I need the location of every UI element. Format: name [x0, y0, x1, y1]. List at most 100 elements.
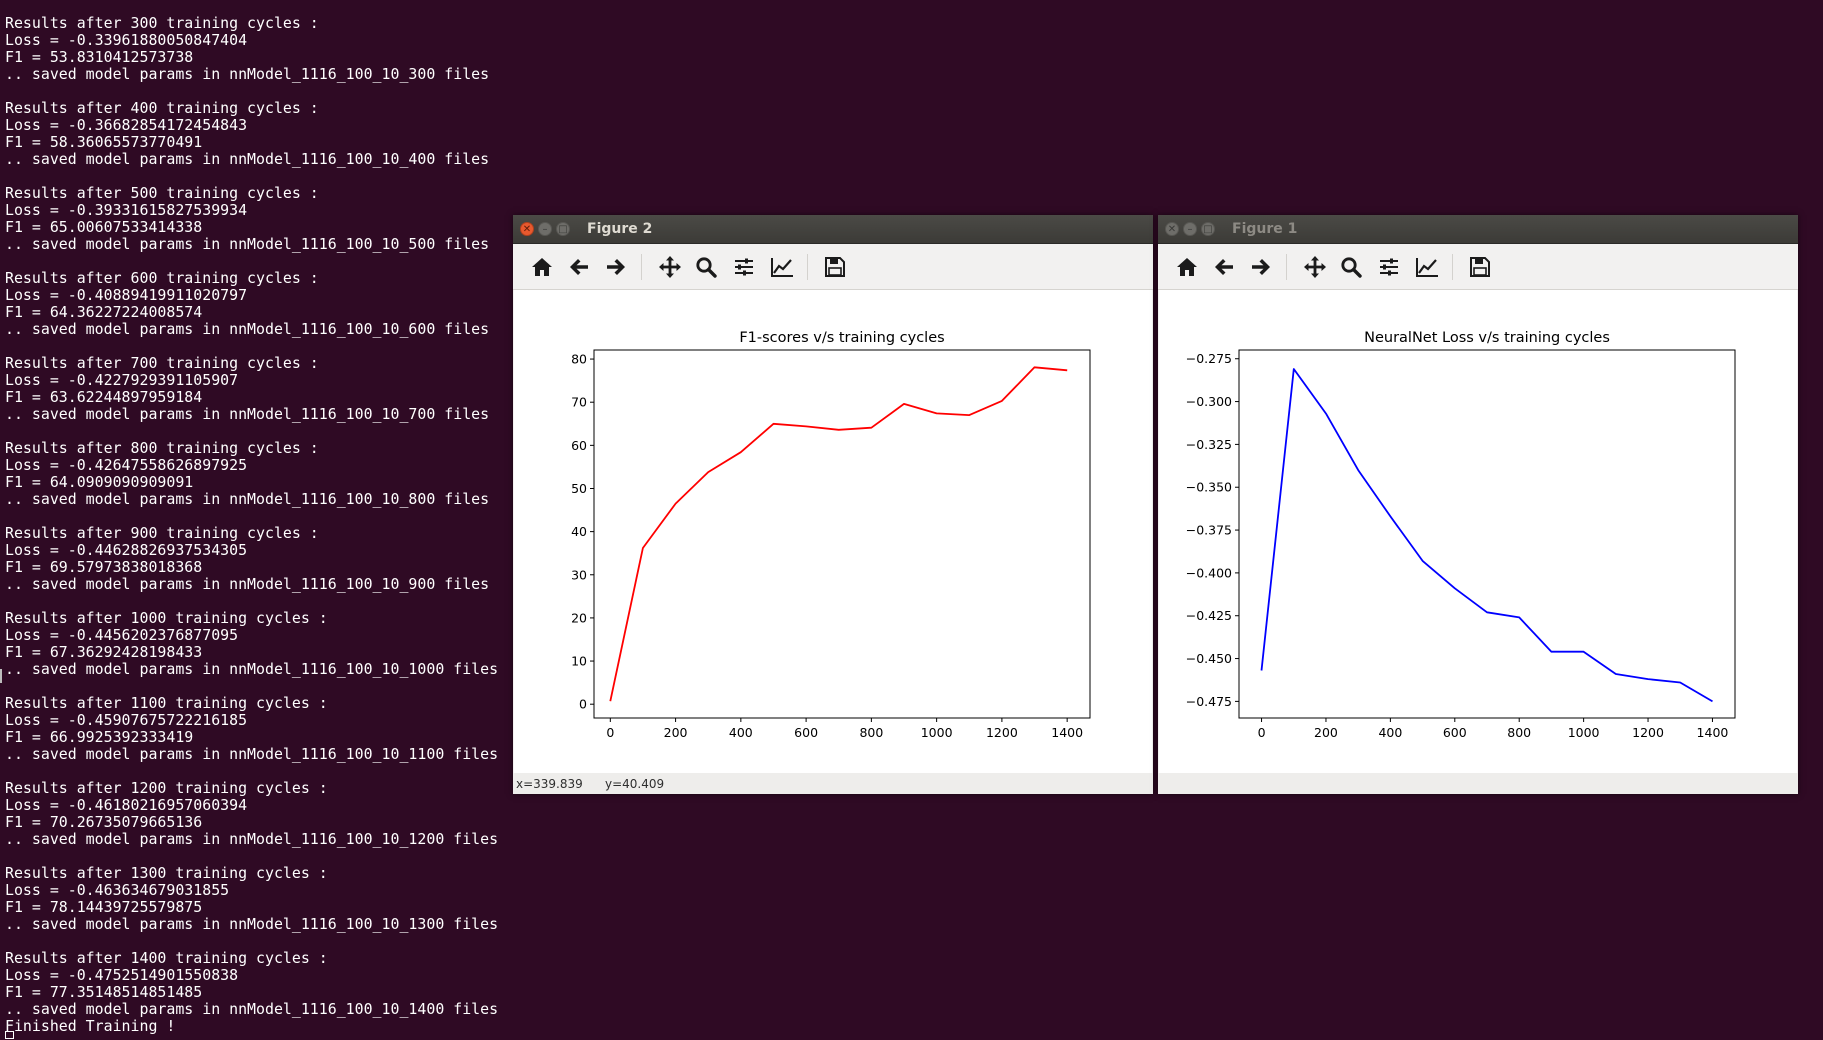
x-tick-label: 400	[1378, 725, 1402, 740]
zoom-button[interactable]	[691, 252, 721, 282]
zoom-button[interactable]	[1336, 252, 1366, 282]
figure-toolbar	[513, 244, 1153, 290]
title-bar[interactable]: ✕ – □ Figure 1	[1158, 215, 1798, 244]
y-tick-label: 60	[571, 438, 587, 453]
toolbar-separator	[1286, 254, 1287, 280]
home-button[interactable]	[527, 252, 557, 282]
x-tick-label: 200	[1314, 725, 1338, 740]
y-tick-label: 80	[571, 352, 587, 367]
edit-curves-icon	[1416, 258, 1438, 277]
customize-button[interactable]	[1412, 252, 1442, 282]
x-tick-label: 0	[606, 725, 614, 740]
x-tick-label: 1400	[1051, 725, 1083, 740]
y-tick-label: −0.425	[1186, 608, 1232, 623]
y-tick-label: −0.375	[1186, 523, 1232, 538]
x-tick-label: 600	[794, 725, 818, 740]
customize-button[interactable]	[767, 252, 797, 282]
pan-button[interactable]	[1300, 252, 1330, 282]
figure-toolbar	[1158, 244, 1798, 290]
x-tick-label: 1200	[1632, 725, 1664, 740]
forward-arrow-icon	[607, 259, 625, 275]
maximize-icon[interactable]: □	[1201, 222, 1215, 236]
series-line	[1260, 368, 1713, 703]
cursor-y-readout: y=40.409	[605, 777, 665, 791]
figure-2-window[interactable]: ✕ – □ Figure 2 F1-scores v	[513, 215, 1153, 794]
forward-button[interactable]	[601, 252, 631, 282]
figure-1-window[interactable]: ✕ – □ Figure 1 NeuralNet L	[1158, 215, 1798, 794]
x-tick-label: 400	[729, 725, 753, 740]
y-tick-label: 50	[571, 481, 587, 496]
axes-frame	[593, 349, 1091, 719]
y-tick-label: 10	[571, 654, 587, 669]
y-tick-label: −0.475	[1186, 694, 1232, 709]
y-tick-label: −0.325	[1186, 437, 1232, 452]
subplots-button[interactable]	[1374, 252, 1404, 282]
x-tick-label: 1000	[1568, 725, 1600, 740]
home-icon	[532, 258, 552, 276]
minimize-icon[interactable]: –	[538, 222, 552, 236]
x-tick-label: 800	[1507, 725, 1531, 740]
x-tick-label: 1400	[1697, 725, 1729, 740]
plot-canvas[interactable]: F1-scores v/s training cycles 0 200 400 600 8…	[514, 290, 1152, 773]
subplots-button[interactable]	[729, 252, 759, 282]
pan-move-icon	[659, 256, 681, 278]
x-tick-label: 200	[664, 725, 688, 740]
save-floppy-icon	[825, 257, 845, 277]
save-button[interactable]	[820, 252, 850, 282]
cursor-x-readout: x=339.839	[516, 777, 583, 791]
edit-curves-icon	[771, 258, 793, 277]
status-bar	[1158, 773, 1798, 794]
back-button[interactable]	[1209, 252, 1239, 282]
maximize-icon[interactable]: □	[556, 222, 570, 236]
close-icon[interactable]: ✕	[520, 222, 534, 236]
toolbar-separator	[641, 254, 642, 280]
x-tick-label: 600	[1443, 725, 1467, 740]
title-bar[interactable]: ✕ – □ Figure 2	[513, 215, 1153, 244]
zoom-magnifier-icon	[696, 257, 717, 278]
home-icon	[1177, 258, 1197, 276]
home-button[interactable]	[1172, 252, 1202, 282]
status-bar: x=339.839 y=40.409	[513, 773, 1153, 794]
terminal-output: Results after 300 training cycles : Loss…	[5, 14, 499, 1035]
y-tick-label: −0.350	[1186, 480, 1232, 495]
x-tick-label: 1200	[986, 725, 1018, 740]
subplots-sliders-icon	[735, 258, 753, 276]
y-tick-label: −0.400	[1186, 565, 1232, 580]
pan-button[interactable]	[655, 252, 685, 282]
y-tick-label: −0.450	[1186, 651, 1232, 666]
x-tick-label: 1000	[921, 725, 953, 740]
y-tick-label: 70	[571, 395, 587, 410]
chart-title: NeuralNet Loss v/s training cycles	[1364, 330, 1610, 346]
back-arrow-icon	[1215, 259, 1233, 275]
loss-line-chart: NeuralNet Loss v/s training cycles 0 200 40…	[1186, 330, 1736, 740]
save-floppy-icon	[1470, 257, 1490, 277]
x-tick-label: 0	[1258, 725, 1266, 740]
subplots-sliders-icon	[1380, 258, 1398, 276]
y-tick-label: 20	[571, 610, 587, 625]
x-tick-label: 800	[859, 725, 883, 740]
y-tick-label: −0.275	[1186, 351, 1232, 366]
back-arrow-icon	[570, 259, 588, 275]
forward-arrow-icon	[1252, 259, 1270, 275]
window-title: Figure 2	[587, 221, 653, 237]
save-button[interactable]	[1465, 252, 1495, 282]
pan-move-icon	[1304, 256, 1326, 278]
y-tick-label: 0	[579, 697, 587, 712]
y-tick-label: −0.300	[1186, 394, 1232, 409]
series-line	[609, 366, 1068, 702]
minimize-icon[interactable]: –	[1183, 222, 1197, 236]
zoom-magnifier-icon	[1341, 257, 1362, 278]
plot-canvas[interactable]: NeuralNet Loss v/s training cycles 0 200 40…	[1159, 290, 1797, 773]
terminal-cursor	[5, 1031, 14, 1039]
toolbar-separator	[807, 254, 808, 280]
window-title: Figure 1	[1232, 221, 1298, 237]
forward-button[interactable]	[1246, 252, 1276, 282]
chart-title: F1-scores v/s training cycles	[739, 330, 944, 346]
axes-frame	[1238, 349, 1736, 719]
back-button[interactable]	[564, 252, 594, 282]
toolbar-separator	[1452, 254, 1453, 280]
y-tick-label: 30	[571, 567, 587, 582]
close-icon[interactable]: ✕	[1165, 222, 1179, 236]
terminal-scroll-edge	[0, 669, 2, 683]
